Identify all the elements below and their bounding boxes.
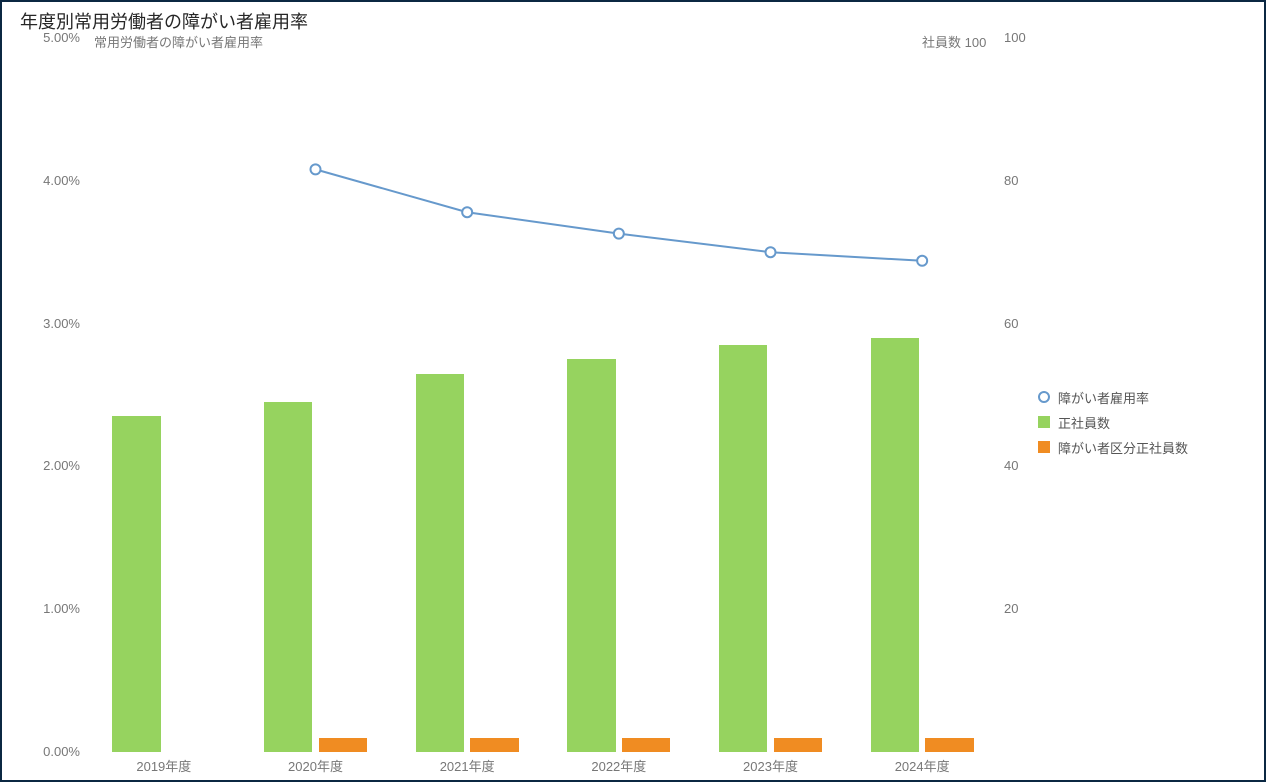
right-axis-tick-label: 40 bbox=[1004, 458, 1018, 473]
left-axis-tick-label: 3.00% bbox=[43, 316, 80, 331]
right-axis-tick-label: 20 bbox=[1004, 601, 1018, 616]
bar-disability-employees bbox=[319, 738, 368, 752]
bar-disability-employees bbox=[925, 738, 974, 752]
employment-rate-marker bbox=[462, 207, 472, 217]
bar-regular-employees bbox=[264, 402, 313, 752]
bar-regular-employees bbox=[567, 359, 616, 752]
bar-disability-employees bbox=[470, 738, 519, 752]
plot-area bbox=[88, 38, 998, 752]
employment-rate-line bbox=[316, 169, 923, 260]
left-axis-tick-label: 5.00% bbox=[43, 30, 80, 45]
x-axis-tick-label: 2022年度 bbox=[579, 756, 659, 775]
employment-rate-marker bbox=[766, 247, 776, 257]
bar-disability-employees bbox=[622, 738, 671, 752]
x-axis-tick-label: 2020年度 bbox=[276, 756, 356, 775]
employment-rate-marker bbox=[311, 164, 321, 174]
bar-regular-employees bbox=[112, 416, 161, 752]
employment-rate-marker bbox=[614, 229, 624, 239]
left-axis-tick-label: 1.00% bbox=[43, 601, 80, 616]
x-axis-tick-label: 2019年度 bbox=[124, 756, 204, 775]
chart-frame: 年度別常用労働者の障がい者雇用率 常用労働者の障がい者雇用率 社員数 100 0… bbox=[0, 0, 1266, 782]
legend-item: 正社員数 bbox=[1038, 413, 1188, 432]
right-axis-tick-label: 80 bbox=[1004, 173, 1018, 188]
right-axis-tick-label: 100 bbox=[1004, 30, 1026, 45]
legend-item: 障がい者区分正社員数 bbox=[1038, 438, 1188, 457]
x-axis-tick-label: 2023年度 bbox=[731, 756, 811, 775]
bar-regular-employees bbox=[871, 338, 920, 752]
legend-label: 障がい者区分正社員数 bbox=[1058, 438, 1188, 457]
legend-label: 障がい者雇用率 bbox=[1058, 388, 1149, 407]
legend-marker-square-icon bbox=[1038, 416, 1050, 428]
legend: 障がい者雇用率正社員数障がい者区分正社員数 bbox=[1038, 388, 1188, 463]
line-series-svg bbox=[88, 38, 998, 752]
x-axis-tick-label: 2024年度 bbox=[882, 756, 962, 775]
legend-item: 障がい者雇用率 bbox=[1038, 388, 1188, 407]
bar-regular-employees bbox=[416, 374, 465, 752]
bar-disability-employees bbox=[774, 738, 823, 752]
x-axis-tick-label: 2021年度 bbox=[427, 756, 507, 775]
left-axis-tick-label: 2.00% bbox=[43, 458, 80, 473]
left-axis-tick-label: 4.00% bbox=[43, 173, 80, 188]
legend-marker-square-icon bbox=[1038, 441, 1050, 453]
employment-rate-marker bbox=[917, 256, 927, 266]
bar-regular-employees bbox=[719, 345, 768, 752]
legend-marker-circle-icon bbox=[1038, 391, 1050, 403]
right-axis-tick-label: 60 bbox=[1004, 316, 1018, 331]
legend-label: 正社員数 bbox=[1058, 413, 1110, 432]
left-axis-tick-label: 0.00% bbox=[43, 744, 80, 759]
